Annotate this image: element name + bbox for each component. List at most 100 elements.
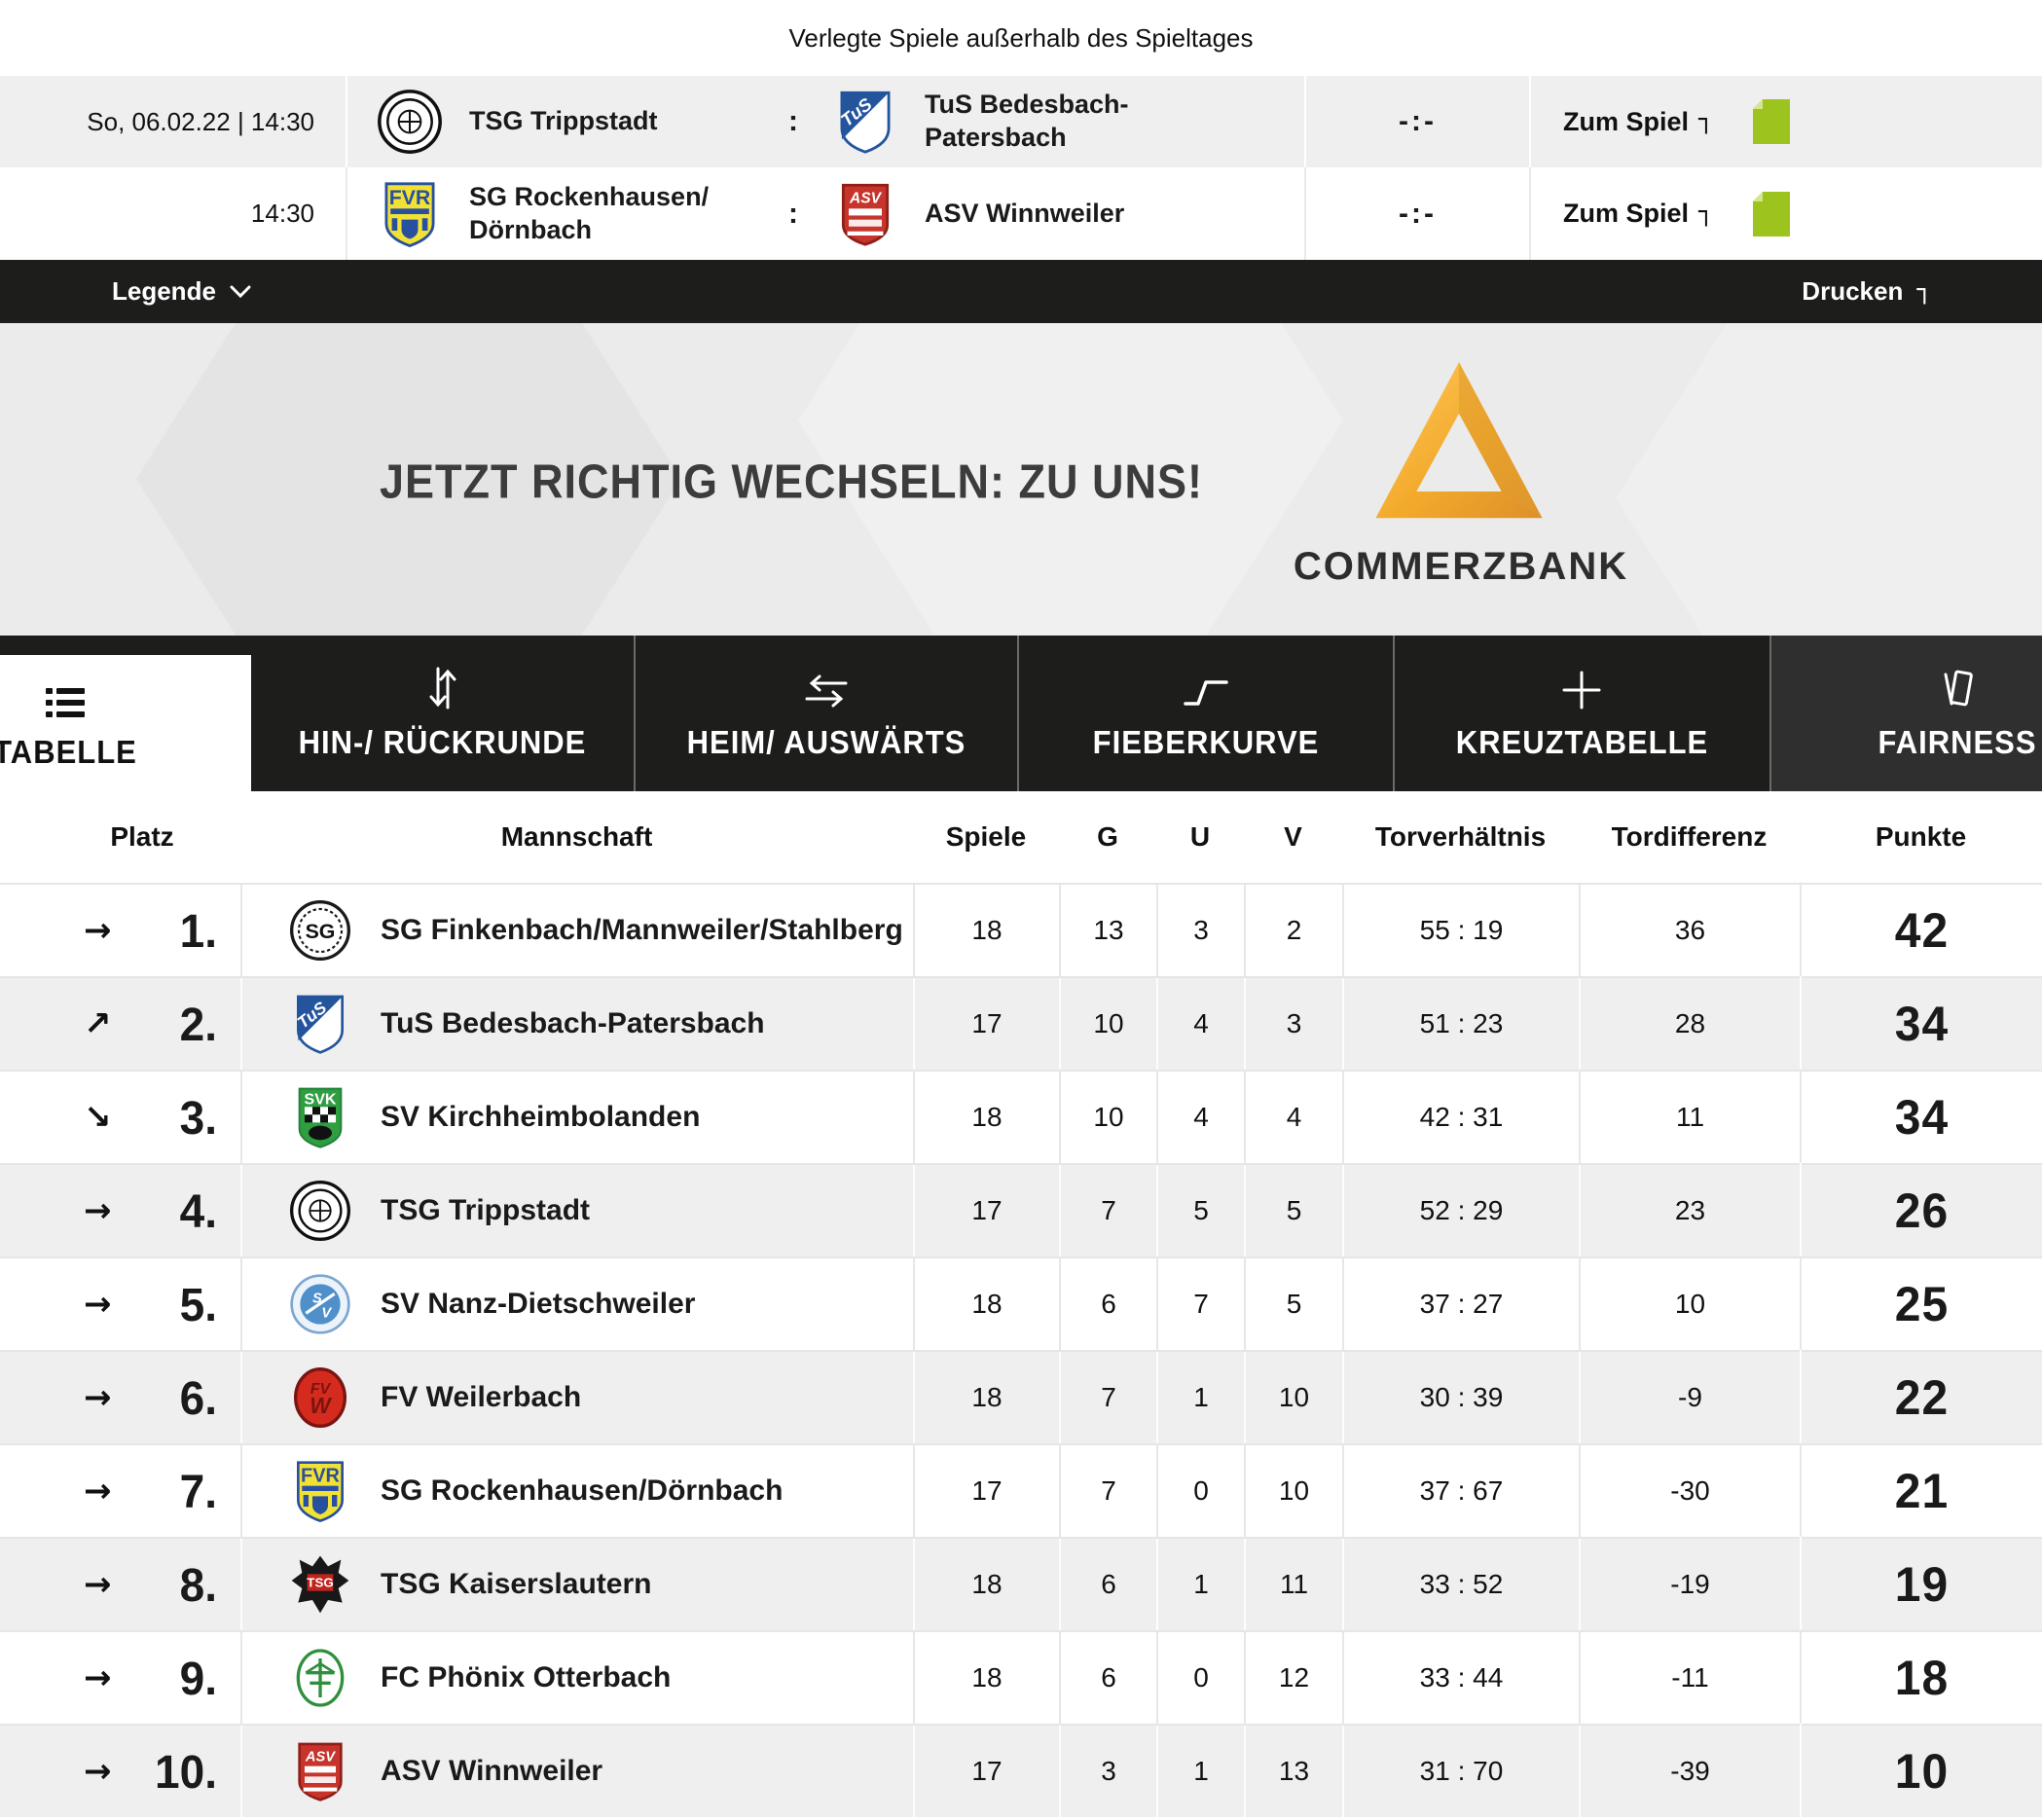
external-link-arrow-icon: ┐: [1698, 197, 1714, 227]
spiele-value: 17: [913, 1726, 1059, 1817]
up-down-arrows-icon: [426, 667, 459, 710]
trend-same-icon: →: [84, 1752, 112, 1791]
commerzbank-wordmark: COMMERZBANK: [1293, 545, 1629, 588]
away-team-logo: [832, 89, 898, 155]
team-logo: [289, 1086, 351, 1148]
punkte-value: 34: [1800, 975, 2042, 1073]
home-team-logo: [377, 89, 443, 155]
match-report-document-icon[interactable]: [1752, 99, 1790, 144]
v-value: 10: [1244, 1445, 1342, 1537]
v-value: 5: [1244, 1258, 1342, 1350]
match-score: -:-: [1304, 167, 1529, 260]
ad-headline: JETZT RICHTIG WECHSELN: ZU UNS!: [380, 454, 1203, 509]
tordifferenz-value: -39: [1579, 1726, 1800, 1817]
away-team-name[interactable]: TuS Bedesbach-Patersbach: [925, 90, 1129, 152]
table-row: → 1. SG Finkenbach/Mannweiler/Stahlberg 1…: [0, 882, 2042, 979]
table-row: → 10. ASV Winnweiler 17 3 1 13 31 : 70 -3…: [0, 1723, 2042, 1820]
u-value: 1: [1156, 1539, 1244, 1630]
chevron-down-icon: [230, 285, 251, 298]
team-name[interactable]: ASV Winnweiler: [381, 1755, 603, 1787]
table-row: → 4. TSG Trippstadt 17 7 5 5 52 : 29 23 2…: [0, 1162, 2042, 1259]
team-name[interactable]: SV Kirchheimbolanden: [381, 1101, 701, 1133]
u-value: 0: [1156, 1445, 1244, 1537]
zum-spiel-link[interactable]: Zum Spiel ┐: [1563, 105, 1714, 136]
home-team-name[interactable]: TSG Trippstadt: [469, 106, 658, 136]
punkte-value: 10: [1800, 1723, 2042, 1820]
tab-fairness[interactable]: FAIRNESS: [1769, 636, 2042, 791]
trend-same-icon: →: [84, 1658, 112, 1697]
tab-fieberkurve[interactable]: FIEBERKURVE: [1017, 636, 1393, 791]
team-logo: [289, 1366, 351, 1429]
trend-same-icon: →: [84, 1378, 112, 1417]
punkte-value: 42: [1800, 882, 2042, 979]
section-title: Verlegte Spiele außerhalb des Spieltages: [788, 22, 1254, 53]
u-value: 7: [1156, 1258, 1244, 1350]
u-value: 1: [1156, 1726, 1244, 1817]
punkte-value: 21: [1800, 1442, 2042, 1540]
team-name[interactable]: SG Finkenbach/Mannweiler/Stahlberg: [381, 914, 903, 946]
g-value: 7: [1059, 1352, 1156, 1443]
v-value: 10: [1244, 1352, 1342, 1443]
spiele-value: 17: [913, 978, 1059, 1070]
table-toolbar: Legende Drucken ┐: [0, 260, 2042, 323]
punkte-value: 34: [1800, 1069, 2042, 1166]
team-name[interactable]: TSG Trippstadt: [381, 1194, 591, 1226]
spiele-value: 17: [913, 1165, 1059, 1256]
g-value: 7: [1059, 1445, 1156, 1537]
away-team-name[interactable]: ASV Winnweiler: [925, 198, 1125, 228]
table-row: ↗ 2. TuS Bedesbach-Patersbach 17 10 4 3 5…: [0, 975, 2042, 1073]
home-team-name[interactable]: SG Rockenhausen/ Dörnbach: [469, 181, 710, 244]
match-date: So, 06.02.22 | 14:30: [87, 106, 314, 136]
section-postponed-matches-header: Verlegte Spiele außerhalb des Spieltages: [0, 0, 2042, 76]
v-value: 3: [1244, 978, 1342, 1070]
tab-heim-auswaerts[interactable]: HEIM/ AUSWÄRTS: [634, 636, 1017, 791]
spiele-value: 18: [913, 1539, 1059, 1630]
print-button[interactable]: Drucken ┐: [1802, 274, 1932, 307]
v-value: 4: [1244, 1072, 1342, 1163]
col-header-g: G: [1097, 821, 1118, 852]
g-value: 10: [1059, 978, 1156, 1070]
g-value: 6: [1059, 1539, 1156, 1630]
team-name[interactable]: TuS Bedesbach-Patersbach: [381, 1007, 765, 1039]
v-value: 2: [1244, 885, 1342, 976]
tab-tabelle[interactable]: TABELLE: [0, 655, 251, 791]
external-link-arrow-icon: ┐: [1916, 274, 1932, 305]
match-report-document-icon[interactable]: [1752, 191, 1790, 237]
table-row: ↘ 3. SV Kirchheimbolanden 18 10 4 4 42 : …: [0, 1069, 2042, 1166]
torverhaeltnis-value: 55 : 19: [1342, 885, 1579, 976]
col-header-u: U: [1189, 821, 1211, 852]
team-name[interactable]: SG Rockenhausen/Dörnbach: [381, 1474, 784, 1507]
curve-icon: [1183, 667, 1229, 710]
commerzbank-ad-banner[interactable]: JETZT RICHTIG WECHSELN: ZU UNS! COMMERZB…: [0, 323, 2042, 636]
team-name[interactable]: SV Nanz-Dietschweiler: [381, 1288, 696, 1320]
team-name[interactable]: TSG Kaiserslautern: [381, 1568, 652, 1600]
team-logo: [289, 899, 351, 962]
tordifferenz-value: 36: [1579, 885, 1800, 976]
legend-toggle[interactable]: Legende: [112, 276, 251, 307]
tab-hin-rueckrunde[interactable]: HIN-/ RÜCKRUNDE: [251, 636, 634, 791]
rank: 7.: [179, 1464, 217, 1518]
vs-colon: :: [788, 197, 798, 230]
home-team-logo: [377, 181, 443, 247]
table-row: → 5. SV Nanz-Dietschweiler 18 6 7 5 37 : …: [0, 1256, 2042, 1353]
commerzbank-logo: [1375, 362, 1543, 519]
team-name[interactable]: FC Phönix Otterbach: [381, 1661, 672, 1693]
rank: 4.: [179, 1183, 217, 1238]
col-header-platz: Platz: [110, 821, 174, 852]
tab-kreuztabelle[interactable]: KREUZTABELLE: [1393, 636, 1769, 791]
zum-spiel-link[interactable]: Zum Spiel ┐: [1563, 197, 1714, 229]
u-value: 1: [1156, 1352, 1244, 1443]
team-name[interactable]: FV Weilerbach: [381, 1381, 582, 1413]
u-value: 3: [1156, 885, 1244, 976]
g-value: 6: [1059, 1258, 1156, 1350]
trend-up-icon: ↗: [84, 1004, 112, 1043]
away-team-logo: [832, 181, 898, 247]
away-team-cell: TuS Bedesbach-Patersbach: [818, 76, 1304, 167]
u-value: 5: [1156, 1165, 1244, 1256]
torverhaeltnis-value: 33 : 52: [1342, 1539, 1579, 1630]
rank: 3.: [179, 1090, 217, 1145]
torverhaeltnis-value: 31 : 70: [1342, 1726, 1579, 1817]
punkte-value: 22: [1800, 1349, 2042, 1446]
rank: 6.: [179, 1370, 217, 1425]
